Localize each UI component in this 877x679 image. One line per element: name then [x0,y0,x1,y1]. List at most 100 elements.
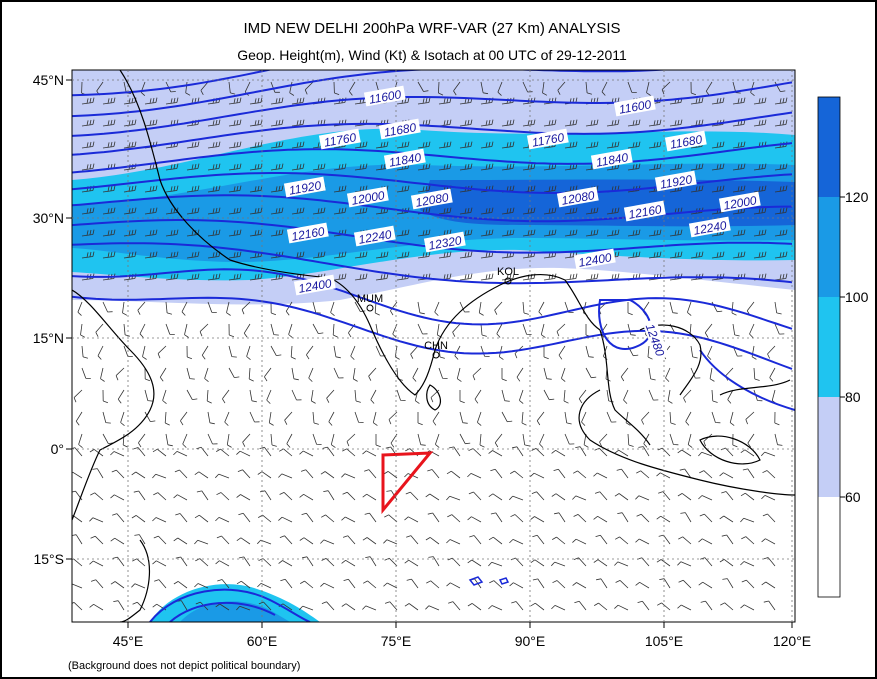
wind-barb [690,345,698,359]
lon-label: 60°E [247,633,278,649]
wind-barb [354,411,364,423]
contour-label-text: 12400 [297,276,333,296]
wind-barb [501,389,510,402]
wind-barb [78,433,83,449]
contour-line [72,70,274,97]
wind-barb [594,447,608,457]
wind-barb [186,141,200,149]
wind-barb [438,207,452,215]
wind-barb [478,301,484,316]
wind-barb [522,163,536,171]
wind-barb [522,433,530,447]
wind-barb [228,97,242,105]
wind-barb [102,119,116,127]
wind-barb [173,494,188,501]
map-area [72,70,795,622]
wind-barb [354,119,368,127]
wind-barb [102,229,116,237]
wind-barb [459,411,468,424]
wind-barb [690,119,704,127]
wind-barb [354,389,361,403]
wind-barb [498,345,504,360]
wind-barb [669,301,678,314]
wind-barb [354,207,368,215]
wind-barb [732,97,746,105]
wind-barb [341,516,356,523]
wind-barb [180,411,188,426]
contour-label: 11920 [283,176,326,198]
wind-barb [249,411,260,423]
wind-barb [732,207,746,215]
wind-barb [144,185,158,193]
wind-barb [564,207,578,215]
wind-barb [556,323,566,337]
wind-barb [488,561,503,567]
wind-barb [207,229,221,237]
contour-line [72,111,793,156]
wind-barb [242,433,251,447]
contour-label-text: 12400 [577,250,613,270]
wind-barb [102,389,109,404]
wind-barb [165,141,179,149]
wind-barb [207,251,221,259]
wind-barb [750,81,755,97]
wind-barb [226,433,232,448]
wind-barb [551,493,566,501]
wind-barb [257,539,272,545]
wind-barb [657,602,671,611]
wind-barb [236,605,251,611]
wind-barb [540,323,546,338]
wind-barb [637,600,650,611]
wind-barb [207,163,221,171]
wind-barb [531,491,545,501]
wind-barb [459,390,465,404]
wind-barb [270,207,284,215]
wind-barb [417,163,431,171]
wind-barb [601,81,608,96]
contour-label: 12160 [623,200,666,222]
wind-barb [501,251,515,259]
wind-barb [543,367,552,380]
contour-label: 11840 [590,148,633,170]
wind-barb [122,433,128,448]
contour-label-text: 11600 [618,97,653,116]
wind-barb [480,323,487,337]
wind-barb [698,451,713,457]
wind-barb [501,229,515,237]
wind-barb [428,556,440,567]
wind-barb [270,163,284,171]
wind-barb [522,207,536,215]
wind-barb [703,433,713,447]
wind-barb [123,207,137,215]
wind-barb [683,389,692,403]
contour-label: 12240 [688,216,731,238]
wind-barb [81,367,91,379]
wind-barb [606,207,620,215]
lon-label: 105°E [645,633,683,649]
wind-barb [578,389,587,404]
wind-barb [405,491,419,501]
contour-line [149,588,311,622]
wind-barb [90,579,104,589]
wind-barb [438,251,452,259]
wind-barb [543,251,557,259]
wind-barb [522,185,536,193]
wind-barb [669,97,683,105]
wind-barb [698,495,713,501]
wind-barb [388,411,398,425]
wind-barb [144,229,158,237]
axes: 45°N 30°N 15°N 0° 15°S 45°E 60°E 75°E 90°E 105°E 1… [33,70,811,649]
wind-barb [321,558,335,567]
wind-barb [490,512,503,523]
wind-barb [438,141,452,149]
wind-barb [299,450,314,457]
wind-barb [95,323,104,337]
wind-barb [769,367,776,382]
wind-barb [501,207,515,215]
wind-barb [404,516,419,523]
wind-barb [228,229,242,237]
wind-barb [614,604,629,611]
wind-barb [342,535,356,545]
colorbar-label: 60 [845,489,861,505]
wind-barb [134,534,146,545]
